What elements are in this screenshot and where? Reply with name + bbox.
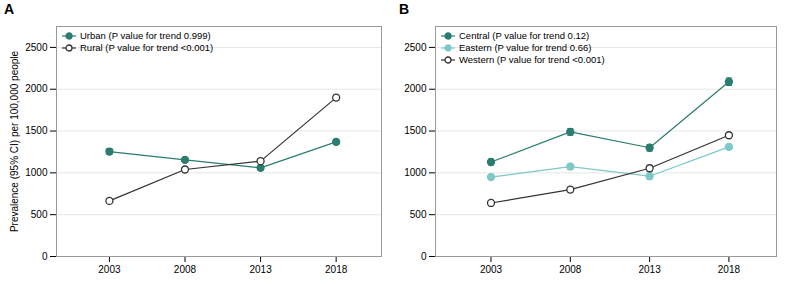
html-text:Eastern (P value for trend 0.6: Eastern (P value for trend 0.66) [459,42,592,53]
html-text:A: A [4,1,15,17]
html-text:Central (P value for trend 0.1: Central (P value for trend 0.12) [459,30,590,41]
svg-text:2000: 2000 [25,83,48,94]
svg-text:2000: 2000 [404,83,427,94]
svg-text:500: 500 [31,209,48,220]
svg-text:2018: 2018 [325,264,348,275]
svg-text:2500: 2500 [404,42,427,53]
svg-text:2003: 2003 [98,264,121,275]
svg-text:1500: 1500 [25,125,48,136]
svg-text:2008: 2008 [174,264,197,275]
svg-text:Prevalence (95% CI) per 100,00: Prevalence (95% CI) per 100,000 people [9,50,20,232]
html-text:B: B [399,1,410,17]
html-text:Rural (P value for trend <0.00: Rural (P value for trend <0.001) [80,42,214,53]
html-text:Western (P value for trend <0.: Western (P value for trend <0.001) [459,54,605,65]
svg-text:0: 0 [42,251,48,262]
svg-text:0: 0 [421,251,427,262]
svg-text:2013: 2013 [638,264,661,275]
svg-text:1500: 1500 [404,125,427,136]
svg-text:2003: 2003 [480,264,503,275]
svg-text:2018: 2018 [718,264,741,275]
svg-text:1000: 1000 [404,167,427,178]
svg-text:2013: 2013 [249,264,272,275]
svg-text:2008: 2008 [559,264,582,275]
svg-text:500: 500 [410,209,427,220]
svg-text:1000: 1000 [25,167,48,178]
svg-text:2500: 2500 [25,42,48,53]
html-text:Urban (P value for trend 0.999: Urban (P value for trend 0.999) [80,30,211,41]
